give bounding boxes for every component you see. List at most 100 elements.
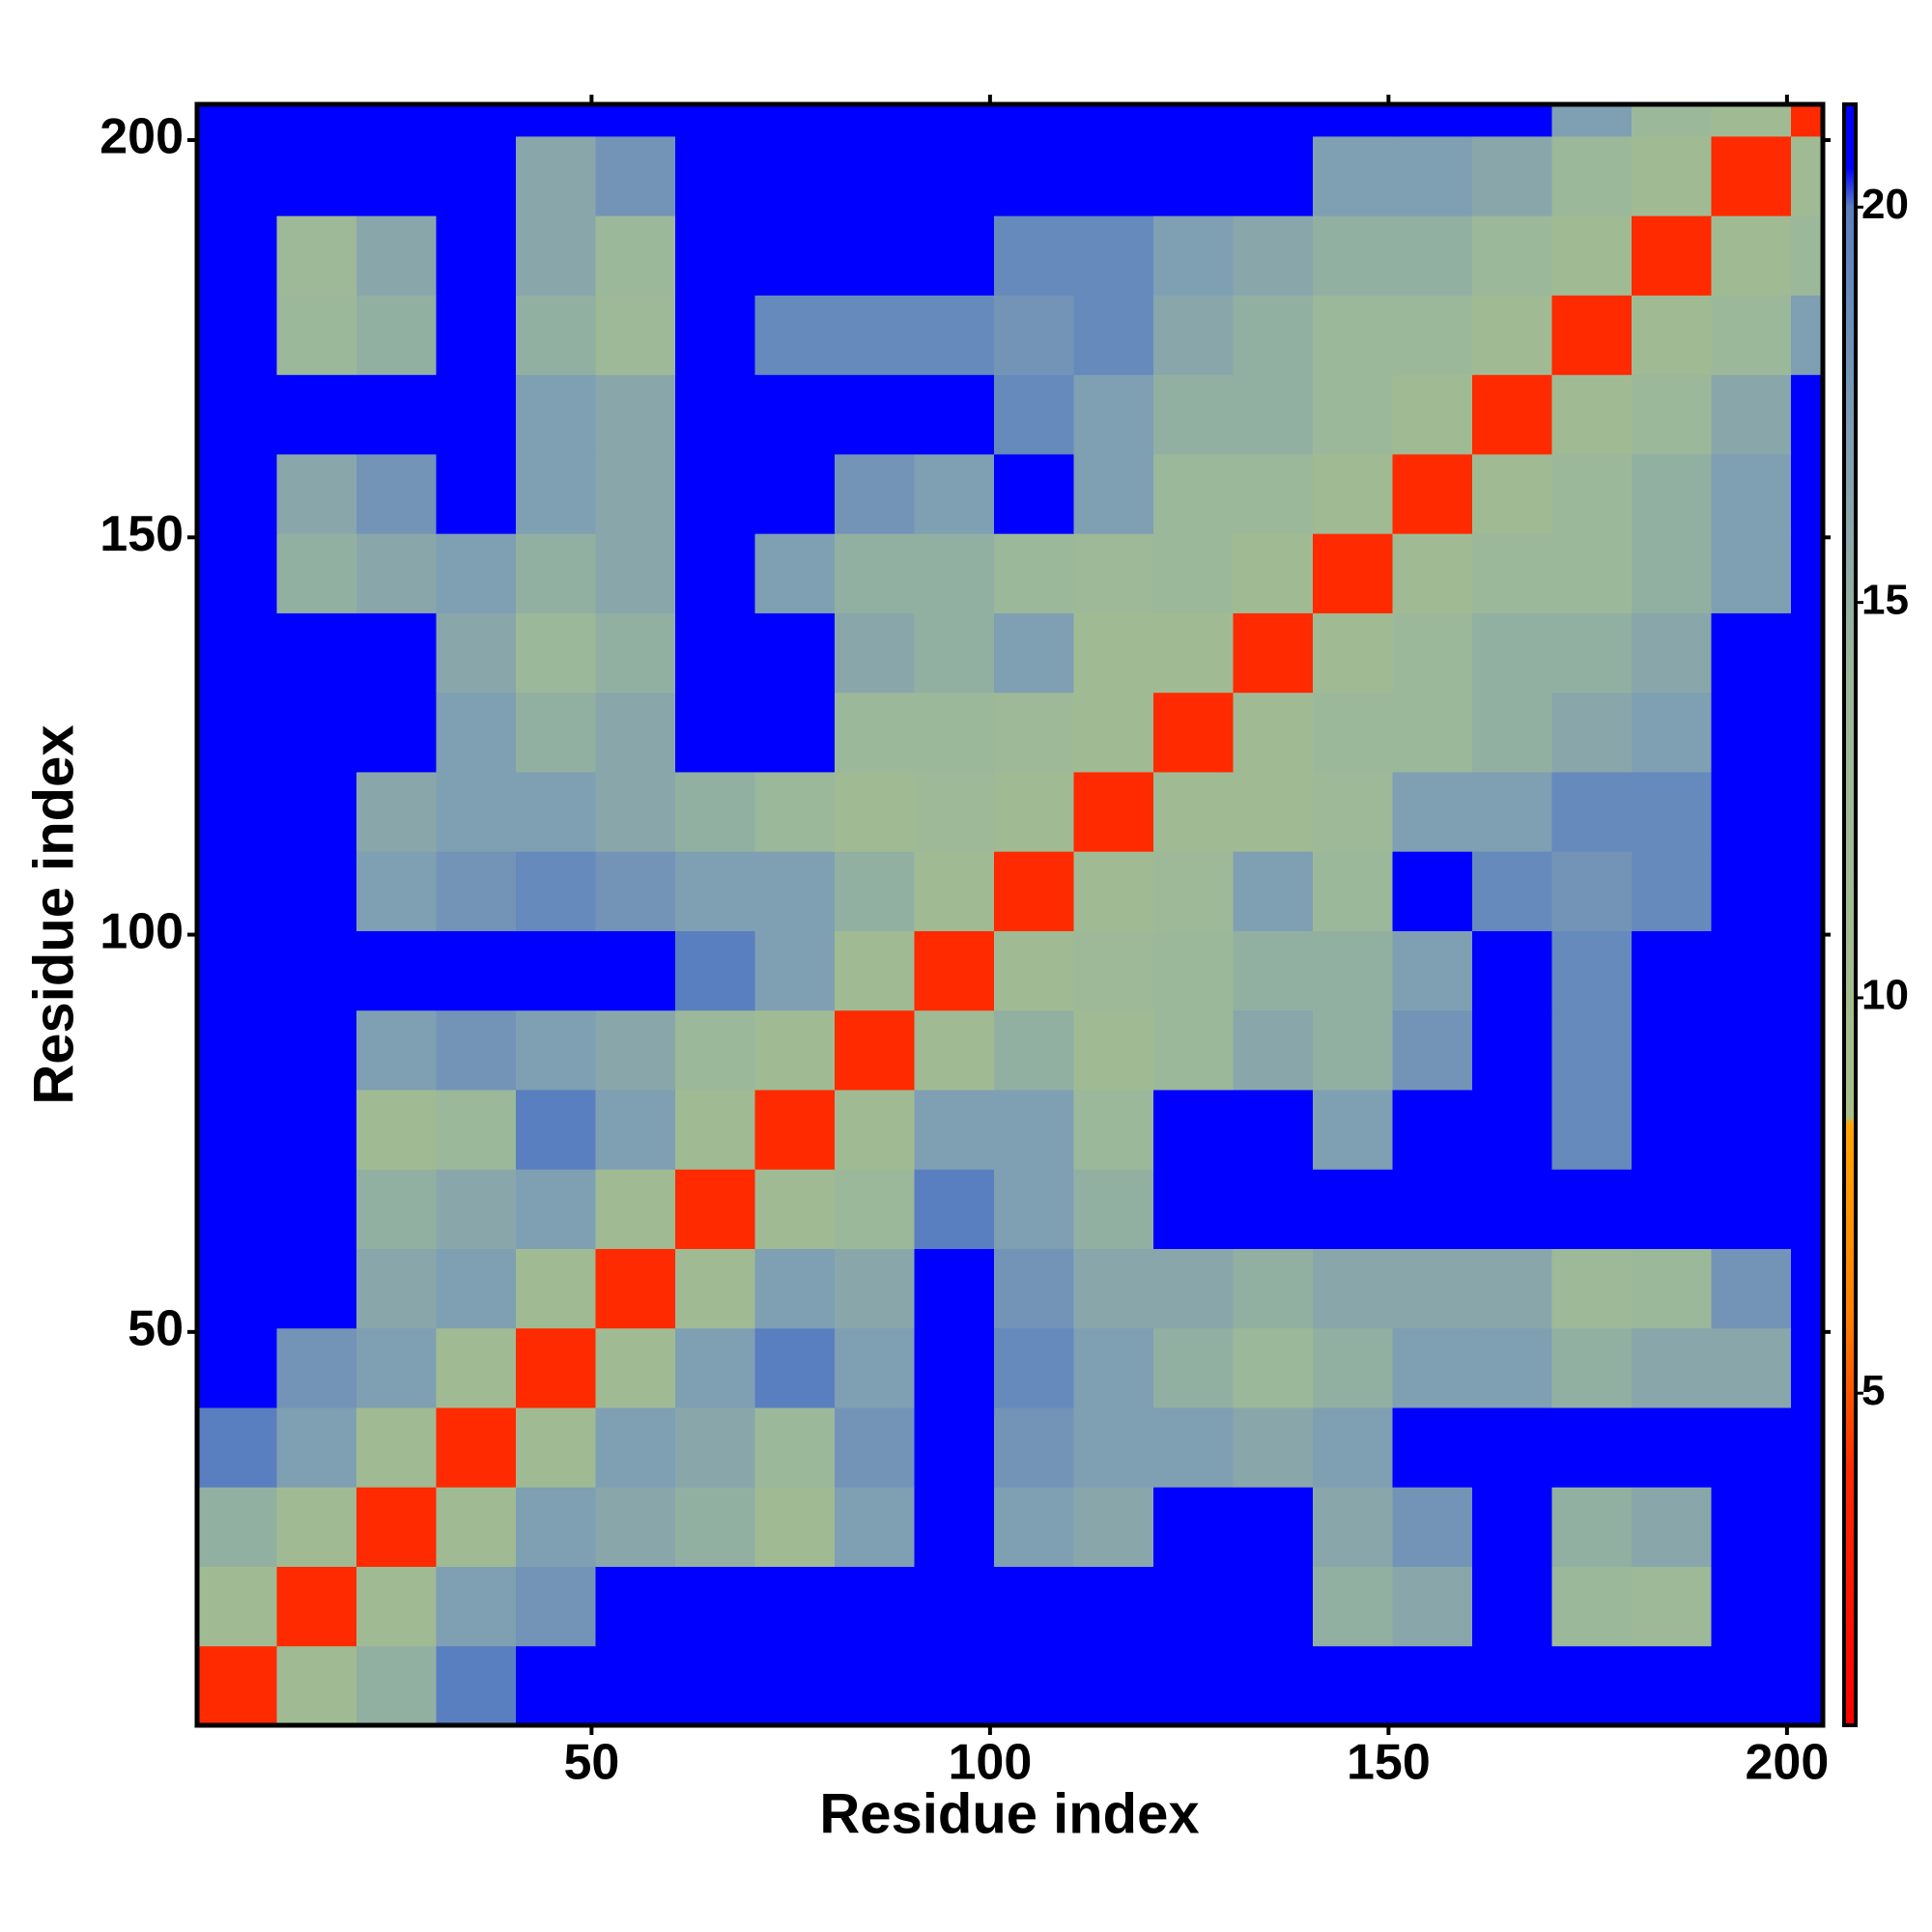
heatmap-cell [675,771,755,852]
heatmap-cell [1551,612,1633,694]
heatmap-cell [1711,1487,1792,1567]
y-tick-label: 100 [99,903,184,959]
heatmap-cell [1153,104,1234,137]
heatmap-cell [1711,1327,1792,1408]
heatmap-cell [675,1327,755,1408]
x-tick-label: 150 [1347,1735,1431,1791]
heatmap-cell [1472,692,1552,773]
heatmap-cell [1551,1089,1633,1170]
heatmap-cell [1233,453,1314,534]
heatmap-cell [1313,1089,1393,1170]
heatmap-cell [994,1089,1074,1170]
heatmap-cell [436,692,517,773]
heatmap-cell [994,295,1074,376]
heatmap-cell [1791,612,1824,694]
heatmap-cell [436,215,517,296]
heatmap-cell [1791,1566,1824,1647]
heatmap-cell [1551,851,1633,931]
heatmap-cell [1073,692,1154,773]
heatmap-cell [1472,1248,1552,1329]
heatmap-cell [516,1566,596,1647]
heatmap-cell [754,1327,836,1408]
heatmap-cell [1632,1566,1712,1647]
heatmap-cell [1153,374,1234,455]
heatmap-cell [1632,1406,1712,1488]
heatmap-cell [835,1169,915,1249]
heatmap-cell [276,1566,357,1647]
heatmap-cell [595,771,676,852]
heatmap-cell [1392,930,1473,1011]
heatmap-cell [436,135,517,216]
heatmap-cell [994,215,1074,296]
heatmap-cell [1313,1169,1393,1249]
heatmap-cell [1313,533,1393,613]
heatmap-cell [1632,453,1712,534]
heatmap-cell [1073,1406,1154,1488]
x-tick-label: 50 [563,1735,619,1791]
heatmap-cell [276,1487,357,1567]
heatmap-cell [675,930,755,1011]
heatmap-cell [1073,1645,1154,1726]
heatmap-cell [1313,771,1393,852]
heatmap-cell [1551,1645,1633,1726]
heatmap-cell [914,374,995,455]
heatmap-cell [994,453,1074,534]
heatmap-cell [1711,533,1792,613]
heatmap-cell [1711,1089,1792,1170]
colorbar-tick-label: 5 [1861,1367,1885,1414]
heatmap-cell [1551,1327,1633,1408]
heatmap-cell [1153,692,1234,773]
heatmap-cell [516,1009,596,1091]
heatmap-cell [1632,295,1712,376]
heatmap-cell [1313,1248,1393,1329]
heatmap-cell [1153,1169,1234,1249]
heatmap-cell [675,104,755,137]
heatmap-cell [197,1327,277,1408]
heatmap-cell [994,771,1074,852]
heatmap-cell [1392,1169,1473,1249]
heatmap-cell [1313,612,1393,694]
plot-frame [194,101,1826,1728]
heatmap-cell [754,295,836,376]
heatmap-cell [1551,1248,1633,1329]
heatmap-cell [1153,1327,1234,1408]
heatmap-cell [1472,612,1552,694]
heatmap-cell [914,1406,995,1488]
heatmap-cell [754,851,836,931]
heatmap-cell [1153,1645,1234,1726]
heatmap-cell [1073,1248,1154,1329]
heatmap-cell [675,135,755,216]
heatmap-cell [1551,453,1633,534]
heatmap-cell [197,295,277,376]
heatmap-cell [914,1089,995,1170]
heatmap-cell [356,771,437,852]
y-tick-label: 150 [99,506,184,562]
heatmap-cell [1711,374,1792,455]
heatmap-cell [1791,1406,1824,1488]
heatmap-cell [914,1566,995,1647]
heatmap-cell [197,104,277,137]
heatmap-cell [197,771,277,852]
heatmap-cell [754,1645,836,1726]
heatmap-cell [994,135,1074,216]
heatmap-cell [1153,453,1234,534]
heatmap-cell [516,1089,596,1170]
heatmap-cell [914,1487,995,1567]
heatmap-cell [436,1009,517,1091]
x-tick-label: 100 [948,1735,1032,1791]
heatmap-cell [1392,1406,1473,1488]
heatmap-cell [1472,215,1552,296]
heatmap-cell [1073,771,1154,852]
heatmap-cell [1632,1645,1712,1726]
heatmap-cell [1791,135,1824,216]
y-tick-label: 200 [99,109,184,165]
heatmap-cell [1711,1645,1792,1726]
heatmap-cell [835,1089,915,1170]
heatmap-cell [356,1566,437,1647]
heatmap-cell [276,1406,357,1488]
heatmap-cell [1313,374,1393,455]
heatmap-cell [356,1645,437,1726]
heatmap-cell [1392,692,1473,773]
heatmap-cell [1233,135,1314,216]
heatmap-cell [595,1645,676,1726]
